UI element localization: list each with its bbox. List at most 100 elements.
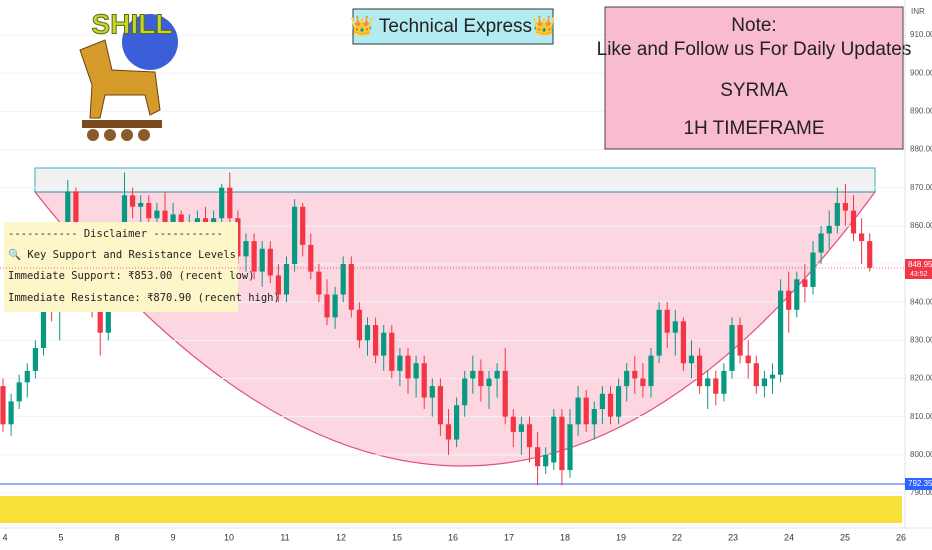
candle-body — [251, 241, 257, 272]
candle-body — [162, 210, 168, 226]
candle-body — [478, 370, 484, 387]
candle-body — [842, 202, 848, 211]
y-tick-label: 840.00 — [910, 297, 932, 306]
disclaimer-text: Immediate Support: ₹853.00 (recent low) — [8, 270, 255, 282]
y-tick-label: 830.00 — [910, 335, 932, 344]
candle-body — [397, 355, 403, 371]
candle-body — [462, 378, 468, 406]
candle-body — [219, 187, 225, 219]
candle-body — [40, 294, 47, 348]
candle-body — [607, 393, 614, 417]
candle-body — [16, 382, 22, 402]
candle-body — [259, 248, 265, 272]
candle-body — [502, 370, 508, 417]
candle-body — [559, 416, 565, 471]
resistance-zone — [34, 167, 876, 193]
candle-body — [243, 241, 249, 257]
note-box — [604, 6, 904, 150]
disclaimer-text: Immediate Resistance: ₹870.90 (recent hi… — [8, 292, 280, 304]
candle-body — [672, 321, 678, 333]
note-text: Note: — [731, 15, 776, 36]
candle-body — [454, 405, 460, 440]
candle-body — [729, 325, 735, 371]
x-tick-label: 12 — [336, 532, 346, 542]
disclaimer-text: ----------- Disclaimer ----------- — [8, 228, 223, 240]
y-tick-label: 820.00 — [910, 374, 932, 383]
note-text: Like and Follow us For Daily Updates — [597, 39, 912, 60]
x-tick-label: 19 — [616, 532, 626, 542]
candle-body — [138, 202, 144, 207]
price-tag-label: 792.35 — [908, 479, 932, 488]
candle-body — [130, 195, 136, 207]
x-tick-label: 4 — [2, 532, 7, 542]
y-tick-label: 900.00 — [910, 68, 932, 77]
y-tick-label: 860.00 — [910, 221, 932, 230]
candle-body — [583, 397, 589, 425]
price-tag-label: 848.95 — [908, 260, 932, 269]
candle-body — [680, 321, 686, 364]
candle-body — [761, 378, 767, 387]
candle-body — [316, 271, 322, 295]
x-tick-label: 26 — [896, 532, 906, 542]
candle-body — [494, 370, 500, 379]
candle-body — [518, 424, 524, 432]
candle-body — [510, 416, 516, 432]
candle-body — [373, 325, 379, 356]
candle-body — [599, 393, 605, 410]
y-tick-label: 880.00 — [910, 145, 932, 154]
x-tick-label: 22 — [672, 532, 682, 542]
candle-body — [445, 424, 452, 440]
candle-body — [348, 264, 354, 310]
candle-body — [786, 290, 792, 310]
candle-body — [632, 370, 638, 379]
candle-body — [859, 233, 865, 242]
y-tick-label: 810.00 — [910, 412, 932, 421]
x-tick-label: 25 — [840, 532, 850, 542]
candle-body — [356, 309, 362, 341]
candle-body — [486, 378, 492, 387]
x-tick-label: 17 — [504, 532, 514, 542]
x-tick-label: 23 — [728, 532, 738, 542]
x-tick-label: 11 — [280, 532, 289, 542]
candle-body — [850, 210, 857, 234]
candle-body — [146, 202, 152, 219]
candle-body — [413, 363, 419, 379]
logo-text: SHILL — [92, 8, 173, 39]
candle-body — [308, 244, 314, 272]
candle-body — [543, 454, 549, 467]
candle-body — [421, 363, 427, 398]
y-tick-label: 870.00 — [910, 183, 932, 192]
logo-wheel — [121, 129, 133, 141]
candle-body — [567, 424, 573, 471]
candle-body — [32, 347, 38, 371]
candle-body — [470, 370, 476, 379]
candle-body — [283, 264, 290, 295]
candle-body — [802, 279, 808, 287]
candle-body — [275, 275, 281, 295]
candle-body — [624, 370, 630, 387]
candle-body — [753, 363, 759, 387]
logo-base — [82, 120, 162, 128]
overlays: ----------- Disclaimer ----------- 🔍 Key… — [0, 0, 932, 529]
disclaimer-text: 🔍 Key Support and Resistance Levels — [8, 247, 236, 261]
banner-box — [352, 8, 554, 45]
banner: 👑 Technical Express👑 — [350, 15, 555, 37]
y-tick-label: 800.00 — [910, 450, 932, 459]
candle-body — [202, 218, 209, 223]
candle-body — [713, 378, 719, 394]
logo-wheel — [138, 129, 150, 141]
candle-body — [97, 302, 103, 333]
candle-body — [429, 386, 435, 398]
candle-body — [656, 309, 662, 356]
logo-wheel — [87, 129, 99, 141]
note-text: SYRMA — [720, 80, 788, 101]
x-tick-label: 24 — [784, 532, 794, 542]
logo-horse — [79, 39, 161, 119]
candle-body — [340, 264, 346, 295]
candle-body — [697, 355, 703, 387]
candle-body — [867, 241, 873, 268]
candle-body — [324, 294, 330, 318]
x-tick-label: 16 — [448, 532, 458, 542]
candle-body — [8, 401, 14, 425]
